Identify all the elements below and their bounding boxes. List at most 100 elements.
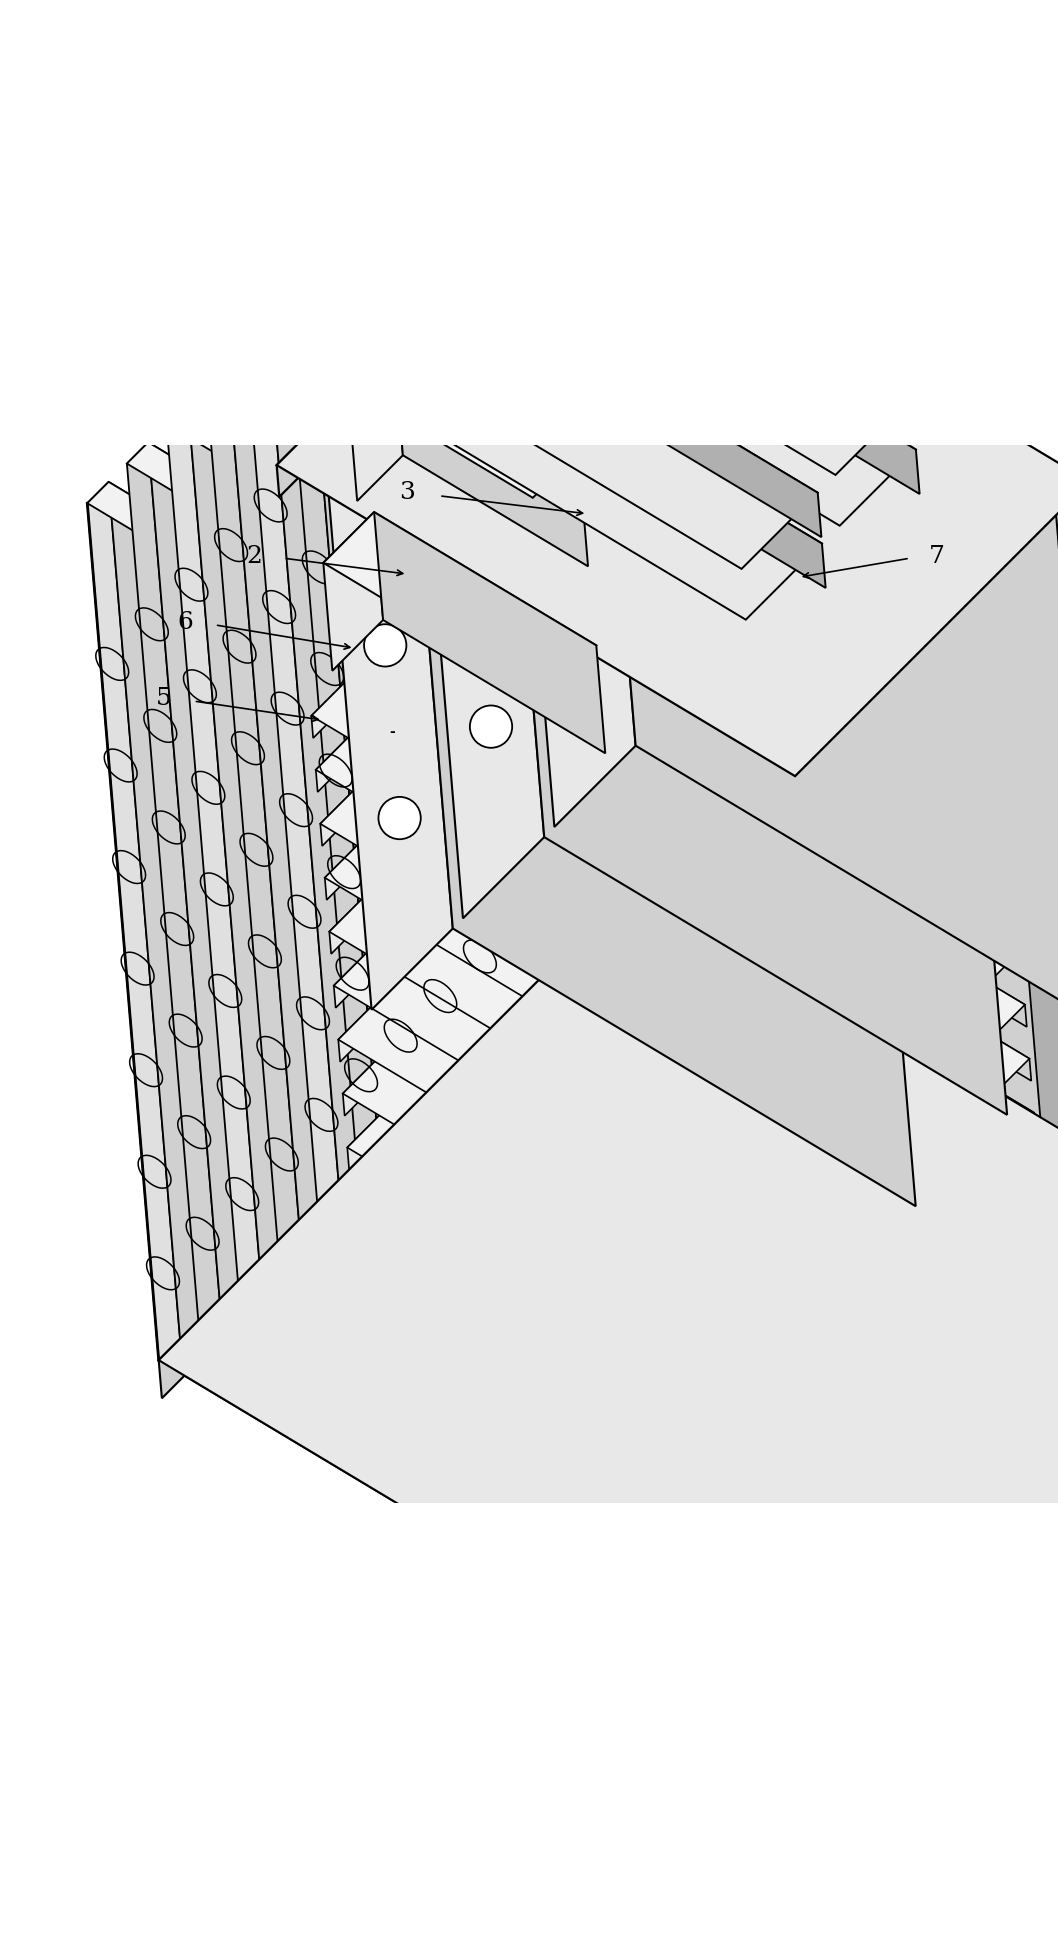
Polygon shape <box>630 132 822 333</box>
Polygon shape <box>315 693 800 1015</box>
Polygon shape <box>325 244 864 577</box>
Text: +: + <box>478 633 490 647</box>
Polygon shape <box>583 132 815 290</box>
Circle shape <box>364 623 406 666</box>
Polygon shape <box>315 693 394 793</box>
Polygon shape <box>404 166 944 497</box>
Circle shape <box>547 442 589 483</box>
Polygon shape <box>790 442 1058 1782</box>
Polygon shape <box>542 760 620 859</box>
Polygon shape <box>528 598 1011 919</box>
Polygon shape <box>436 808 513 906</box>
Polygon shape <box>418 592 495 690</box>
Polygon shape <box>444 916 523 1015</box>
Polygon shape <box>550 869 1034 1188</box>
Polygon shape <box>325 801 403 900</box>
Circle shape <box>470 705 512 748</box>
Text: 7: 7 <box>928 545 945 567</box>
Polygon shape <box>532 653 610 750</box>
Polygon shape <box>449 970 932 1290</box>
Polygon shape <box>397 748 806 1015</box>
Polygon shape <box>321 748 804 1068</box>
Polygon shape <box>471 78 550 199</box>
Polygon shape <box>159 879 644 1399</box>
Polygon shape <box>418 298 544 918</box>
Polygon shape <box>277 171 573 497</box>
Circle shape <box>379 797 421 840</box>
Polygon shape <box>159 879 1058 1782</box>
Polygon shape <box>608 653 1018 919</box>
Polygon shape <box>267 323 857 1492</box>
Polygon shape <box>159 879 1058 1782</box>
Polygon shape <box>347 1071 425 1169</box>
Polygon shape <box>339 964 417 1062</box>
Text: 2: 2 <box>245 545 262 567</box>
Polygon shape <box>372 121 912 475</box>
Polygon shape <box>614 707 1022 972</box>
Polygon shape <box>547 208 741 415</box>
Polygon shape <box>604 598 1014 865</box>
Polygon shape <box>245 323 785 656</box>
Polygon shape <box>411 910 819 1177</box>
Polygon shape <box>339 964 822 1284</box>
Polygon shape <box>418 592 901 912</box>
Circle shape <box>455 534 498 575</box>
Polygon shape <box>87 481 627 814</box>
Polygon shape <box>166 403 707 734</box>
Polygon shape <box>550 869 628 966</box>
Polygon shape <box>507 754 916 1021</box>
Polygon shape <box>423 1071 833 1338</box>
Polygon shape <box>443 125 536 1003</box>
Polygon shape <box>622 814 1032 1081</box>
Polygon shape <box>401 801 810 1068</box>
Polygon shape <box>408 390 916 1206</box>
Polygon shape <box>329 855 813 1177</box>
Polygon shape <box>626 869 1036 1136</box>
Polygon shape <box>166 403 259 1282</box>
Polygon shape <box>282 265 363 386</box>
Polygon shape <box>282 265 822 619</box>
Polygon shape <box>532 653 1016 972</box>
Polygon shape <box>600 543 1009 810</box>
Polygon shape <box>431 754 509 853</box>
Polygon shape <box>512 808 920 1075</box>
Polygon shape <box>343 1017 421 1116</box>
Polygon shape <box>436 808 918 1128</box>
Polygon shape <box>537 707 615 805</box>
Text: 6: 6 <box>177 612 194 635</box>
Polygon shape <box>503 699 912 966</box>
Polygon shape <box>425 166 1016 1332</box>
Polygon shape <box>422 647 906 966</box>
Polygon shape <box>365 205 457 1083</box>
Polygon shape <box>377 171 916 526</box>
Polygon shape <box>415 964 824 1229</box>
Polygon shape <box>425 277 656 434</box>
Text: -: - <box>389 725 396 738</box>
Polygon shape <box>546 814 624 912</box>
Polygon shape <box>277 171 1058 775</box>
Polygon shape <box>618 760 1026 1027</box>
Polygon shape <box>329 855 407 955</box>
Polygon shape <box>206 362 746 695</box>
Polygon shape <box>449 970 527 1068</box>
Polygon shape <box>286 284 378 1163</box>
Polygon shape <box>467 27 546 148</box>
Polygon shape <box>365 205 905 538</box>
Polygon shape <box>583 132 637 267</box>
Polygon shape <box>546 814 1029 1136</box>
Polygon shape <box>499 298 1007 1114</box>
Polygon shape <box>348 341 579 499</box>
Polygon shape <box>311 639 795 960</box>
Polygon shape <box>440 861 924 1182</box>
Polygon shape <box>148 442 738 1611</box>
Polygon shape <box>278 214 818 569</box>
Polygon shape <box>467 27 1005 382</box>
Polygon shape <box>346 244 936 1412</box>
Polygon shape <box>537 707 1020 1027</box>
Polygon shape <box>321 748 398 845</box>
Polygon shape <box>127 442 220 1321</box>
Polygon shape <box>387 639 797 906</box>
Polygon shape <box>286 284 825 616</box>
Polygon shape <box>419 1017 828 1284</box>
Text: -: - <box>572 542 578 555</box>
